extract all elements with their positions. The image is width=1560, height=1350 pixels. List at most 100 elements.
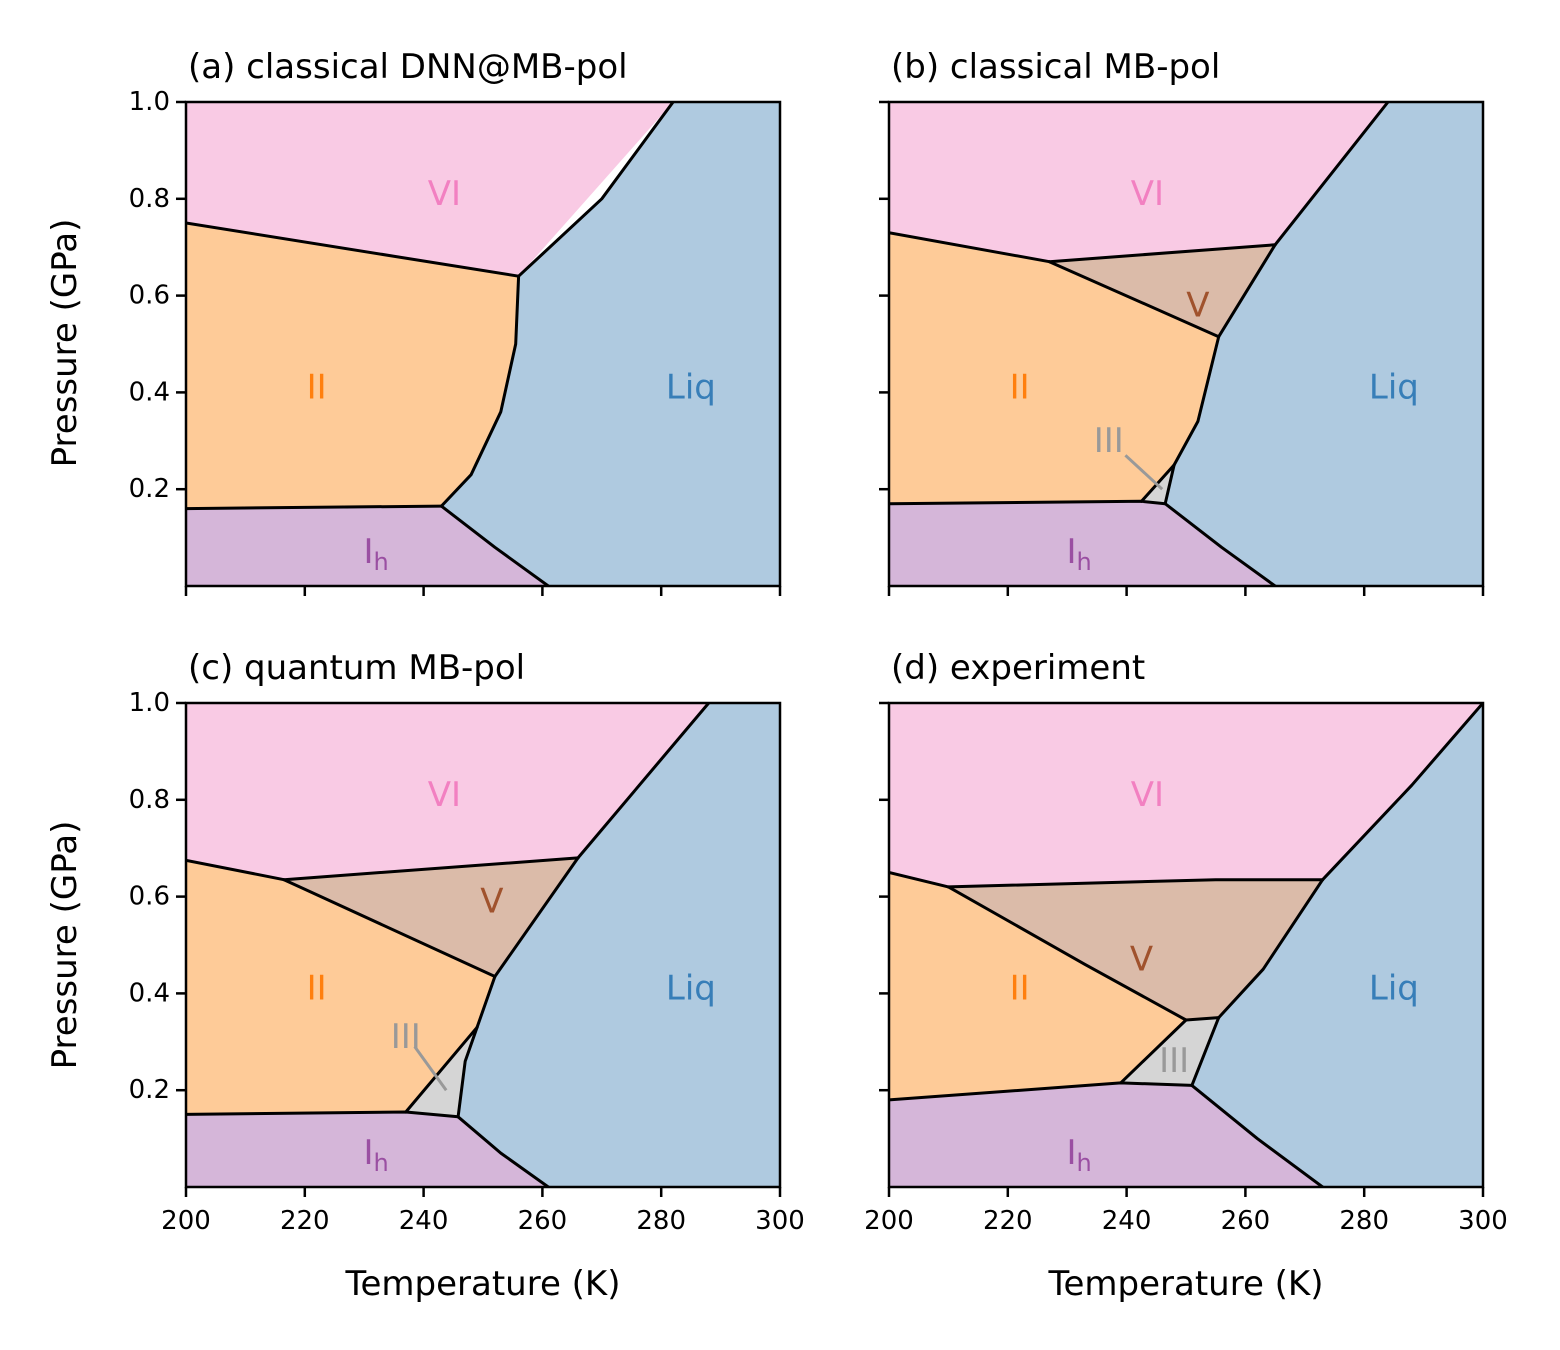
phase-boundary: [1163, 463, 1176, 506]
phase-boundary: [439, 274, 521, 508]
phase-boundary: [404, 1025, 479, 1114]
region-v: [1049, 244, 1276, 337]
panel-c-plot-area: [186, 703, 780, 1187]
y-tick-label: 0.8: [129, 785, 170, 815]
phase-boundary: [1047, 243, 1277, 264]
panel-c-title: (c) quantum MB-pol: [188, 648, 525, 688]
panel-d-frame: [887, 701, 1485, 1189]
phase-boundary: [1119, 1018, 1188, 1085]
phase-boundary: [186, 221, 521, 278]
phase-boundary: [456, 1115, 550, 1187]
region-label-ii: II: [1010, 368, 1030, 408]
region-label-vi: VI: [428, 775, 461, 815]
region-ih: [889, 501, 1276, 586]
phase-boundary: [946, 885, 1188, 1022]
phase-boundary: [186, 858, 286, 882]
phase-boundary: [282, 878, 497, 978]
phase-boundary: [1273, 102, 1390, 247]
region-label-vi: VI: [1131, 775, 1164, 815]
phase-boundary: [576, 703, 711, 860]
region-ih: [186, 1112, 549, 1187]
panel-d-plot-area: [889, 703, 1483, 1187]
x-tick-label: 280: [636, 1206, 686, 1236]
region-liq: [1165, 102, 1483, 586]
phase-boundary: [1184, 1016, 1221, 1022]
region-ii: [889, 872, 1186, 1100]
y-tick-label: 0.4: [129, 377, 170, 407]
region-label-ii: II: [307, 368, 327, 408]
region-label-v: V: [1186, 285, 1209, 325]
phase-boundary: [1047, 260, 1221, 339]
phase-boundary: [1190, 1016, 1221, 1087]
phase-boundary: [889, 870, 950, 889]
region-label-v: V: [1130, 940, 1153, 980]
x-tick-label: 220: [983, 1206, 1033, 1236]
x-tick-label: 280: [1339, 1206, 1389, 1236]
leader-line-iii: [413, 1045, 448, 1092]
panel-c-frame: [184, 701, 782, 1189]
x-axis-label-left: Temperature (K): [344, 1264, 620, 1304]
y-tick-label: 0.4: [129, 978, 170, 1008]
y-tick-label: 0.6: [129, 281, 170, 311]
y-tick-label: 1.0: [129, 87, 170, 117]
region-liq: [458, 703, 780, 1187]
phase-boundary: [1321, 703, 1483, 882]
region-vi: [186, 703, 709, 880]
region-label-liq: Liq: [1369, 368, 1419, 408]
phase-boundary: [946, 878, 1325, 889]
panel-b-plot-area: [889, 102, 1483, 586]
region-vi: [889, 703, 1483, 887]
phase-boundary: [186, 504, 443, 511]
region-v: [284, 857, 578, 977]
phase-boundary: [475, 975, 497, 1029]
phase-boundary: [517, 102, 675, 278]
phase-boundary: [1163, 502, 1277, 586]
region-ih: [186, 506, 549, 586]
region-label-v: V: [480, 881, 503, 921]
region-label-ii: II: [1010, 969, 1030, 1009]
y-axis-label-top: Pressure (GPa): [45, 219, 85, 468]
x-tick-label: 300: [1458, 1206, 1508, 1236]
region-vi: [186, 102, 674, 277]
phase-boundary: [1217, 243, 1277, 339]
panel-a-frame: [184, 100, 782, 588]
x-axis-label-right: Temperature (K): [1047, 1264, 1323, 1304]
leader-line-iii: [1124, 454, 1164, 491]
region-liq: [441, 102, 780, 586]
phase-boundary: [1190, 1083, 1325, 1187]
region-liq: [1191, 703, 1483, 1187]
region-label-iii: III: [1159, 1041, 1189, 1081]
panel-a-title: (a) classical DNN@MB-pol: [188, 47, 628, 87]
x-tick-label: 240: [1102, 1206, 1152, 1236]
panel-b-frame: [887, 100, 1485, 588]
panel-b-title: (b) classical MB-pol: [891, 47, 1220, 87]
phase-boundary: [1217, 878, 1325, 1020]
x-tick-label: 300: [755, 1206, 805, 1236]
phase-boundary: [889, 231, 1051, 264]
y-axis-label-bottom: Pressure (GPa): [45, 821, 85, 1070]
y-tick-label: 0.8: [129, 184, 170, 214]
x-tick-label: 260: [518, 1206, 568, 1236]
y-tick-label: 0.2: [129, 474, 170, 504]
region-vi: [889, 102, 1388, 262]
region-ih: [889, 1082, 1323, 1187]
y-tick-label: 1.0: [129, 688, 170, 718]
region-label-ii: II: [307, 969, 327, 1009]
x-tick-label: 260: [1221, 1206, 1271, 1236]
y-tick-label: 0.6: [129, 882, 170, 912]
y-tick-label: 0.2: [129, 1075, 170, 1105]
panel-d-title: (d) experiment: [891, 648, 1145, 688]
region-label-iii: III: [1094, 421, 1124, 461]
x-tick-label: 240: [399, 1206, 449, 1236]
region-label-vi: VI: [1131, 174, 1164, 214]
x-tick-label: 200: [161, 1206, 211, 1236]
phase-boundary: [493, 856, 580, 978]
region-iii: [1120, 1017, 1219, 1086]
phase-boundary: [456, 1025, 479, 1119]
